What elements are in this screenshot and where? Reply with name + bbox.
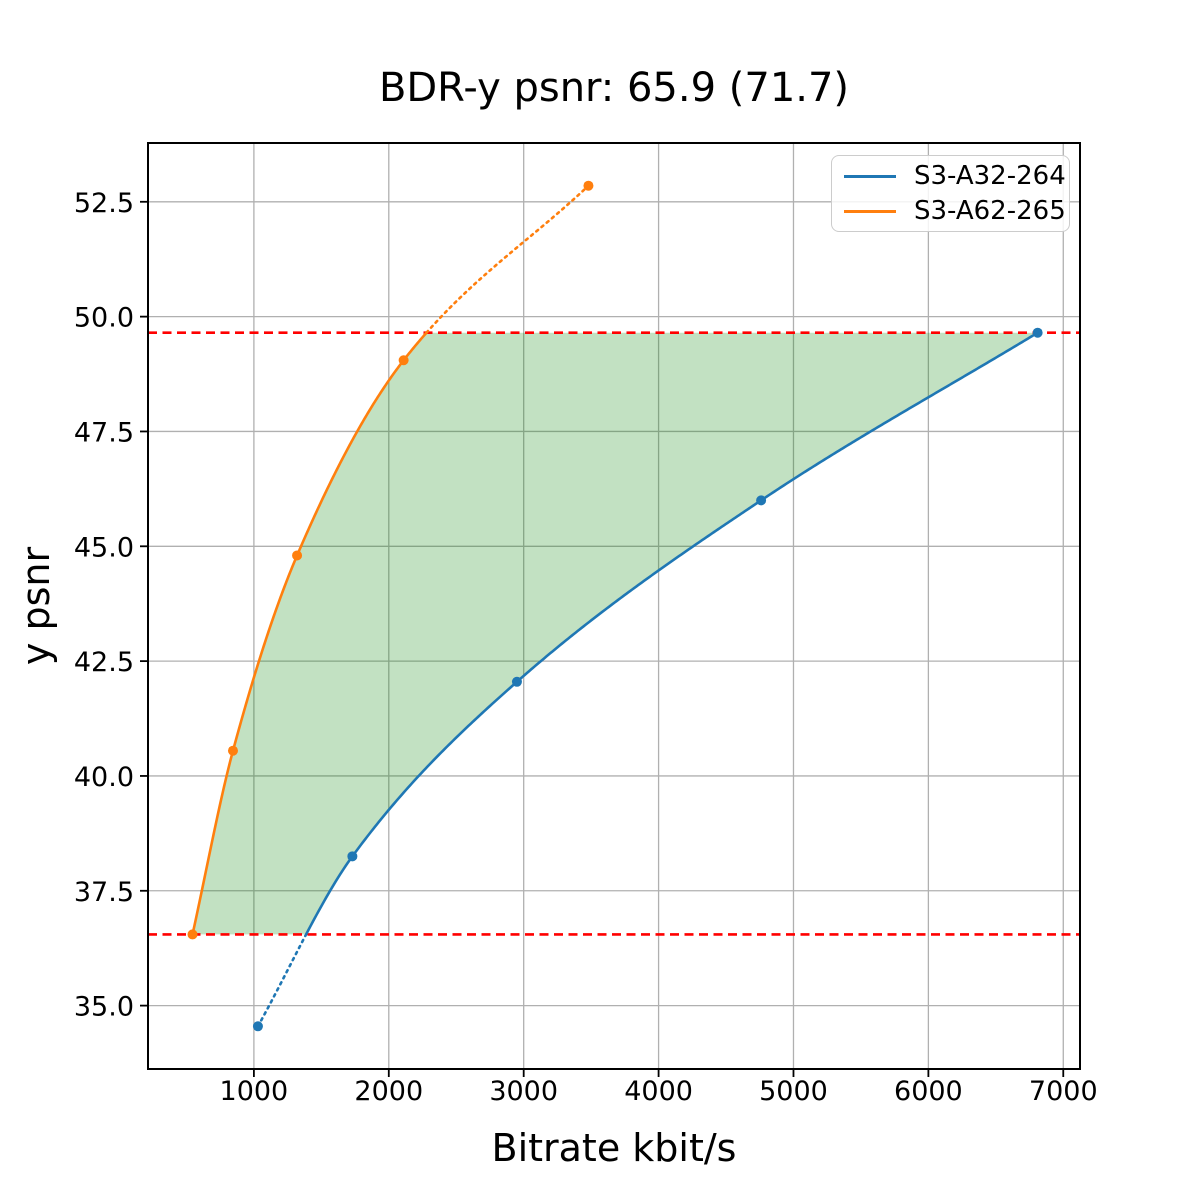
x-tick-labels: 1000 2000 3000 4000 5000 6000 7000	[220, 1076, 1098, 1107]
x-tick-label: 4000	[624, 1076, 693, 1107]
reference-lines	[148, 331, 1080, 936]
y-tick-label: 50.0	[74, 303, 134, 334]
x-tick-label: 2000	[354, 1076, 423, 1107]
data-point	[583, 180, 594, 191]
y-tick-label: 35.0	[74, 992, 134, 1023]
chart-title: BDR-y psnr: 65.9 (71.7)	[378, 65, 850, 111]
data-point	[347, 851, 358, 862]
data-point	[1032, 327, 1043, 338]
y-tick-label: 45.0	[74, 532, 134, 563]
data-point	[511, 676, 522, 687]
data-point	[252, 1021, 263, 1032]
legend-line-sample	[844, 209, 896, 213]
data-point	[398, 355, 409, 366]
series-curve-S3-A32-264	[256, 331, 1039, 1028]
series-markers-S3-A32-264	[252, 327, 1043, 1032]
y-tick-label: 47.5	[74, 417, 134, 448]
y-tick-label: 37.5	[74, 877, 134, 908]
y-tick-label: 40.0	[74, 762, 134, 793]
x-tick-label: 1000	[220, 1076, 289, 1107]
data-point	[227, 745, 238, 756]
tick-marks	[140, 200, 1065, 1077]
x-tick-label: 3000	[489, 1076, 558, 1107]
x-axis-label: Bitrate kbit/s	[491, 1126, 737, 1170]
y-tick-label: 42.5	[74, 647, 134, 678]
legend-item: S3-A32-264	[844, 159, 1066, 193]
axes-border	[147, 142, 1081, 1070]
grid-layer	[148, 143, 1080, 1069]
legend-item: S3-A62-265	[844, 194, 1066, 228]
series-curve-S3-A62-265	[191, 184, 590, 935]
x-tick-label: 6000	[894, 1076, 963, 1107]
x-tick-label: 7000	[1029, 1076, 1098, 1107]
y-tick-label: 52.5	[74, 188, 134, 219]
x-tick-label: 5000	[759, 1076, 828, 1107]
series-markers-S3-A62-265	[187, 180, 594, 940]
legend: S3-A32-264 S3-A62-265	[831, 155, 1070, 232]
legend-label: S3-A32-264	[914, 161, 1066, 191]
legend-label: S3-A62-265	[914, 196, 1066, 226]
data-point	[756, 495, 767, 506]
y-tick-labels: 35.0 37.5 40.0 42.5 45.0 47.5 50.0 52.5	[74, 188, 134, 1023]
legend-line-sample	[844, 174, 896, 178]
bd-shaded-region	[192, 332, 1038, 935]
data-point	[292, 550, 303, 561]
data-point	[187, 929, 198, 940]
